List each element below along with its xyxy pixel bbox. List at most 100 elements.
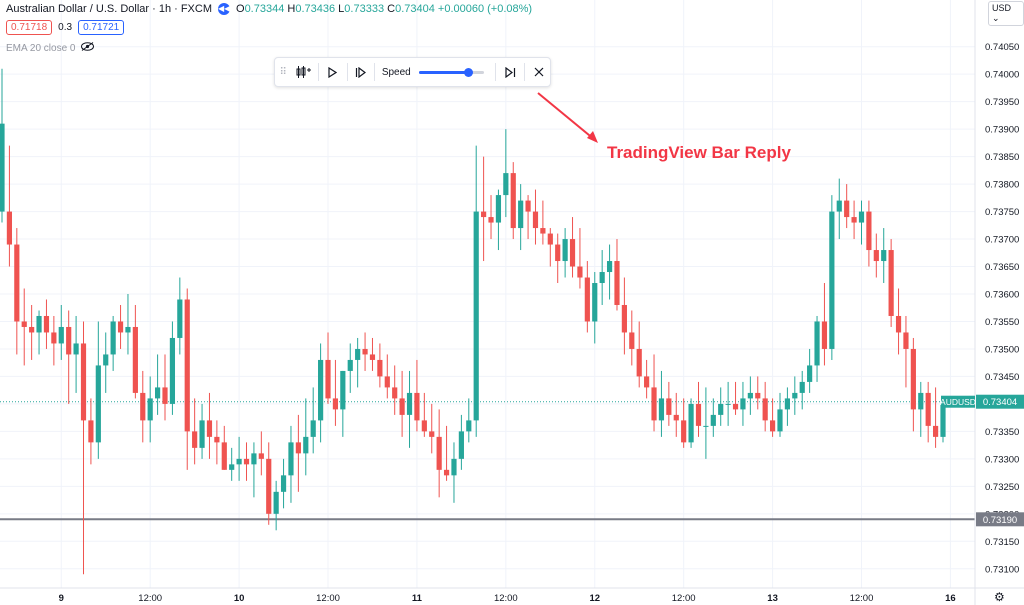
time-tick-label: 12:00: [672, 593, 696, 604]
candle-body: [769, 420, 776, 432]
candle: [355, 337, 361, 388]
candle-body: [362, 348, 368, 355]
candle-body: [510, 173, 516, 229]
current-price-tag-bg: [976, 394, 1024, 409]
candle-body: [347, 359, 353, 371]
candle: [162, 354, 168, 421]
candle-body: [858, 211, 865, 223]
candle-body: [0, 123, 5, 212]
candle-body: [88, 420, 94, 443]
candle: [192, 398, 198, 465]
indicator-legend: EMA 20 close 0: [6, 42, 95, 54]
currency-button[interactable]: USD ⌄: [988, 1, 1024, 26]
candle-body: [481, 211, 487, 218]
candle-body: [836, 200, 842, 212]
candle-body: [932, 425, 939, 437]
candle: [51, 315, 57, 366]
candle-body: [236, 458, 242, 465]
candle-body: [555, 244, 561, 262]
candle-body: [651, 387, 657, 421]
indicator-title[interactable]: EMA 20 close 0: [6, 42, 76, 54]
candle-body: [807, 365, 813, 382]
drag-handle-icon[interactable]: ⠿: [279, 66, 287, 78]
select-bar-icon[interactable]: [291, 58, 315, 86]
price-tick-label: 0.73900: [985, 125, 1019, 136]
time-tick-label: 12:00: [850, 593, 874, 604]
price-tick-label: 0.73150: [985, 537, 1019, 548]
candle: [273, 480, 279, 531]
candle-body: [303, 436, 309, 454]
current-price-tag-label: 0.73404: [983, 397, 1017, 408]
symbol-tag-label: AUDUSD: [940, 397, 976, 407]
open-value: 0.73344: [244, 3, 285, 15]
buy-button[interactable]: 0.71721: [78, 20, 125, 35]
forward-step-icon[interactable]: [351, 58, 371, 86]
candle: [658, 370, 665, 437]
candle-body: [251, 453, 257, 465]
candle-body: [718, 403, 724, 415]
candle: [888, 239, 894, 327]
price-tick-label: 0.73100: [985, 564, 1019, 575]
candle: [414, 359, 420, 432]
close-value: 0.73404: [395, 3, 435, 15]
symbol-title[interactable]: Australian Dollar / U.S. Dollar · 1h · F…: [6, 3, 212, 15]
candle-body: [851, 217, 857, 223]
ohlc-values: O0.73344 H0.73436 L0.73333 C0.73404 +0.0…: [236, 3, 532, 15]
candle: [488, 195, 494, 240]
candle-body: [703, 425, 709, 427]
candle-body: [199, 420, 205, 448]
candle-body: [821, 321, 828, 349]
eye-icon[interactable]: [81, 42, 95, 54]
candle-body: [547, 233, 553, 245]
candle: [532, 189, 539, 245]
candle: [295, 414, 301, 492]
candle-body: [910, 348, 916, 410]
price-tick-label: 0.74050: [985, 42, 1019, 53]
candle-body: [451, 458, 457, 476]
candle-body: [577, 266, 583, 278]
candle-body: [844, 200, 850, 218]
candle-body: [466, 420, 472, 432]
candle-body: [258, 453, 264, 459]
time-axis[interactable]: 912:001012:001112:001212:001312:001612:0…: [0, 587, 1024, 604]
candle-body: [288, 442, 294, 476]
replay-mode-icon[interactable]: ◀◀: [218, 3, 231, 15]
jump-to-realtime-icon[interactable]: [499, 58, 521, 86]
candle: [288, 425, 294, 503]
toolbar-divider: [318, 63, 320, 81]
candle: [258, 431, 264, 476]
candle: [666, 381, 672, 426]
candle: [451, 442, 457, 503]
play-icon[interactable]: [322, 58, 344, 86]
speed-slider[interactable]: [418, 67, 485, 77]
speed-slider-knob[interactable]: [463, 67, 473, 77]
candle-body: [51, 332, 57, 344]
toolbar-divider: [346, 63, 348, 81]
candle: [429, 403, 435, 454]
candle: [547, 228, 553, 267]
candle-body: [666, 398, 672, 415]
high-value: 0.73436: [295, 3, 336, 15]
candle-body: [66, 326, 72, 355]
settings-gear-icon[interactable]: ⚙: [994, 590, 1005, 604]
candle: [932, 387, 939, 448]
candle: [503, 129, 509, 218]
sell-button[interactable]: 0.71718: [6, 20, 53, 35]
candle: [88, 398, 94, 465]
candle-body: [495, 195, 502, 223]
candle-body: [740, 398, 746, 410]
candle-body: [688, 403, 694, 443]
candle-body: [599, 272, 605, 284]
candle-body: [162, 387, 168, 404]
price-axis[interactable]: 0.74050 0.74000 0.73950 0.73900 0.73850 0.738…: [974, 0, 1019, 605]
close-icon[interactable]: [528, 58, 550, 86]
candle: [710, 398, 716, 437]
candle-body: [206, 420, 213, 437]
candle: [777, 392, 783, 437]
candle-body: [799, 381, 805, 393]
candle: [844, 184, 850, 229]
candle-body: [792, 392, 798, 399]
candle: [769, 398, 776, 437]
candle: [80, 321, 87, 575]
